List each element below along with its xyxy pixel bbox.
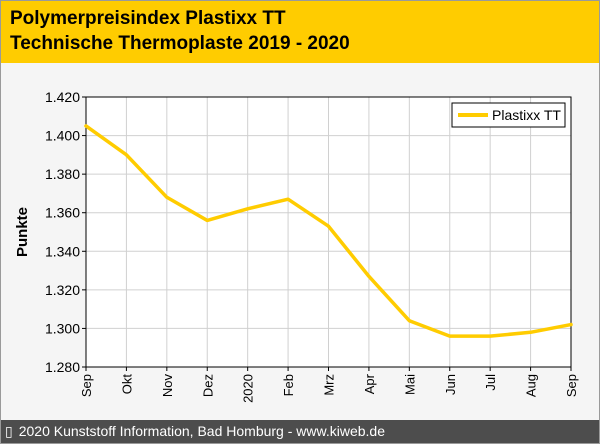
chart-header: Polymerpreisindex Plastixx TT Technische… bbox=[1, 1, 599, 63]
y-tick-label: 1.320 bbox=[45, 282, 80, 298]
x-tick-label: Feb bbox=[281, 374, 296, 396]
y-tick-label: 1.300 bbox=[45, 320, 80, 336]
x-tick-label: Sep bbox=[564, 374, 579, 397]
y-tick-label: 1.380 bbox=[45, 166, 80, 182]
chart-subtitle: Technische Thermoplaste 2019 - 2020 bbox=[10, 33, 350, 54]
series-line bbox=[84, 124, 573, 338]
x-tick-label: Nov bbox=[160, 374, 175, 398]
y-tick-label: 1.420 bbox=[45, 89, 80, 105]
plot-border bbox=[85, 96, 572, 368]
footer-text: 2020 Kunststoff Information, Bad Homburg… bbox=[18, 423, 385, 439]
chart-area: 1.280 1.300 1.320 1.340 1.360 1.380 1.400 1.420… bbox=[1, 64, 599, 419]
chart-title: Polymerpreisindex Plastixx TT bbox=[10, 8, 286, 29]
x-tick-label: Jul bbox=[483, 374, 498, 391]
legend-label: Plastixx TT bbox=[492, 107, 561, 123]
y-tick-label: 1.360 bbox=[45, 205, 80, 221]
y-axis-label: Punkte bbox=[14, 207, 31, 257]
footer: ▯ 2020 Kunststoff Information, Bad Hombur… bbox=[1, 420, 599, 443]
x-tick-label: 2020 bbox=[241, 374, 256, 403]
x-tick-label: Okt bbox=[119, 374, 134, 395]
y-tick-label: 1.280 bbox=[45, 359, 80, 375]
x-tick-label: Mai bbox=[402, 374, 417, 395]
x-tick-label: Aug bbox=[524, 374, 539, 397]
x-tick-label: Mrz bbox=[322, 374, 337, 396]
x-tick-label: Dez bbox=[200, 374, 215, 397]
x-tick-label: Apr bbox=[362, 373, 377, 394]
x-tick-label: Jun bbox=[443, 374, 458, 395]
y-tick-label: 1.340 bbox=[45, 243, 80, 259]
copyright-icon: ▯ bbox=[5, 423, 13, 439]
x-tick-label: Sep bbox=[79, 374, 94, 397]
y-tick-label: 1.400 bbox=[45, 128, 80, 144]
line-chart: 1.280 1.300 1.320 1.340 1.360 1.380 1.400 1.420… bbox=[14, 89, 579, 403]
